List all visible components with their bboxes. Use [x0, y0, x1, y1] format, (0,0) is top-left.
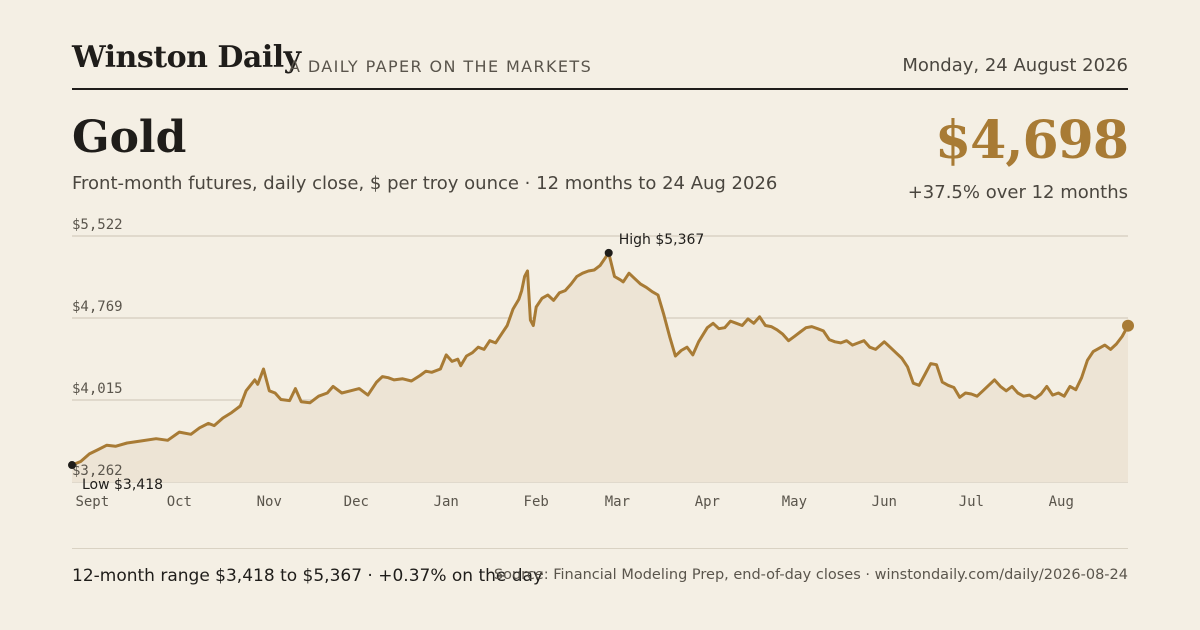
x-tick-label: Aug	[1049, 494, 1074, 510]
y-tick-label: $4,015	[72, 381, 123, 397]
masthead: Winston Daily A DAILY PAPER ON THE MARKE…	[72, 40, 1128, 90]
dateline: Monday, 24 August 2026	[902, 55, 1128, 76]
page-title: Gold	[72, 112, 187, 163]
x-tick-label: Jul	[959, 494, 984, 510]
last-price-marker	[1122, 319, 1134, 332]
source-note: Source: Financial Modeling Prep, end-of-…	[493, 567, 1128, 583]
current-price: $4,698	[934, 110, 1129, 171]
price-change: +37.5% over 12 months	[907, 182, 1128, 203]
x-tick-label: Oct	[167, 494, 192, 510]
y-tick-label: $3,262	[72, 463, 123, 479]
x-tick-label: Jan	[434, 494, 459, 510]
brand-logo[interactable]: Winston Daily	[72, 40, 301, 75]
y-tick-label: $5,522	[72, 217, 123, 233]
range-summary: 12-month range $3,418 to $5,367 · +0.37%…	[72, 566, 544, 586]
price-area	[72, 252, 1128, 482]
y-tick-label: $4,769	[72, 299, 123, 315]
annotation-label: High $5,367	[619, 232, 705, 248]
price-line	[70, 251, 1130, 467]
x-tick-label: Jun	[872, 494, 897, 510]
annotation-marker	[68, 461, 76, 470]
annotation-label: Low $3,418	[82, 477, 163, 493]
footer-divider	[72, 548, 1128, 549]
x-tick-label: Nov	[257, 494, 282, 510]
x-tick-label: May	[782, 494, 807, 510]
annotation-marker	[604, 248, 613, 257]
x-tick-label: Apr	[695, 494, 720, 510]
x-tick-label: Feb	[524, 494, 549, 510]
tagline: A DAILY PAPER ON THE MARKETS	[289, 57, 593, 76]
chart-subtitle: Front-month futures, daily close, $ per …	[72, 173, 778, 194]
x-tick-label: Mar	[605, 494, 630, 510]
x-tick-label: Dec	[344, 494, 369, 510]
x-tick-label: Sept	[75, 494, 109, 510]
